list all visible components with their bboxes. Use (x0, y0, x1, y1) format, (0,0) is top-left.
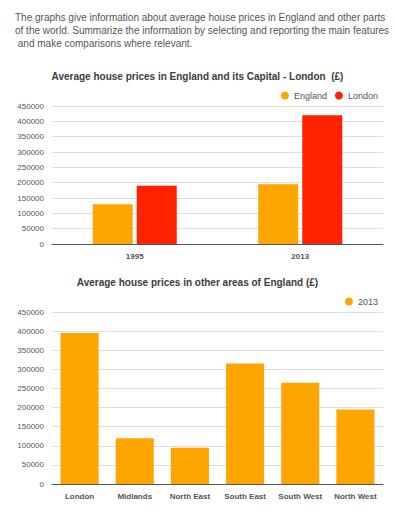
svg-text:North West: North West (334, 492, 377, 501)
svg-text:Average house prices in other: Average house prices in other areas of E… (77, 277, 318, 288)
svg-text:400000: 400000 (17, 327, 44, 336)
svg-text:South East: South East (224, 492, 266, 501)
svg-text:350000: 350000 (17, 346, 44, 355)
svg-text:0: 0 (40, 480, 45, 489)
svg-text:100000: 100000 (17, 441, 44, 450)
svg-text:London: London (65, 492, 94, 501)
svg-text:200000: 200000 (17, 403, 44, 412)
svg-text:The graphs give information ab: The graphs give information about averag… (15, 12, 388, 23)
svg-text:0: 0 (40, 240, 45, 249)
svg-text:of the world. Summarize the in: of the world. Summarize the information … (15, 25, 389, 36)
svg-text:350000: 350000 (17, 132, 44, 141)
svg-text:150000: 150000 (17, 194, 44, 203)
svg-text:200000: 200000 (17, 178, 44, 187)
svg-text:300000: 300000 (17, 365, 44, 374)
svg-text:450000: 450000 (17, 308, 44, 317)
svg-text:2013: 2013 (291, 252, 309, 261)
svg-text:100000: 100000 (17, 209, 44, 218)
svg-text:250000: 250000 (17, 163, 44, 172)
svg-text:South West: South West (278, 492, 322, 501)
svg-text:North East: North East (170, 492, 211, 501)
svg-text:Midlands: Midlands (117, 492, 152, 501)
svg-text:50000: 50000 (22, 460, 45, 469)
svg-text:London: London (348, 91, 378, 101)
svg-text:1995: 1995 (126, 252, 144, 261)
svg-text:150000: 150000 (17, 422, 44, 431)
svg-text:2013: 2013 (358, 297, 378, 307)
svg-text:400000: 400000 (17, 117, 44, 126)
svg-text:Average house prices in Englan: Average house prices in England and its … (52, 71, 344, 82)
svg-text:250000: 250000 (17, 384, 44, 393)
svg-text:50000: 50000 (22, 224, 45, 233)
svg-text:300000: 300000 (17, 148, 44, 157)
svg-text:450000: 450000 (17, 102, 44, 111)
svg-text:England: England (294, 91, 327, 101)
svg-text:and make comparisons where rel: and make comparisons where relevant. (15, 38, 192, 49)
